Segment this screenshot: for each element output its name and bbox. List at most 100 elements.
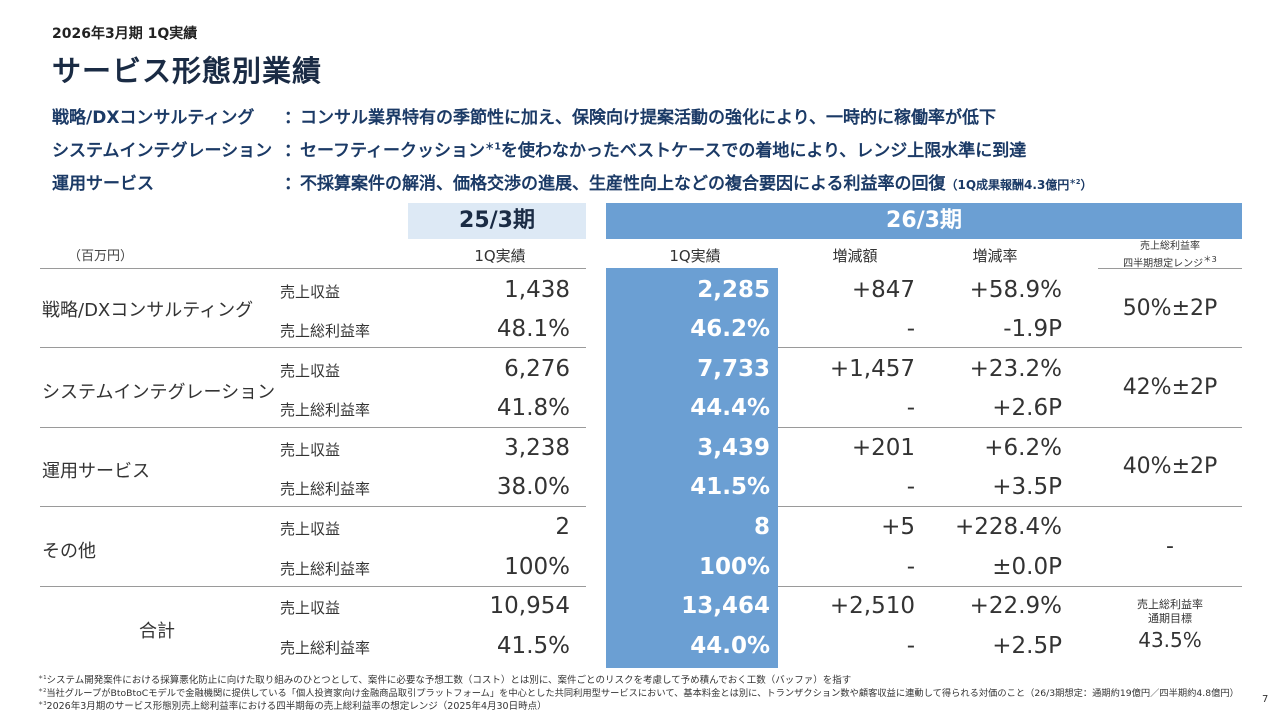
table-divider xyxy=(778,506,1242,507)
change-rate: +6.2% xyxy=(984,435,1062,461)
change-rate: +58.9% xyxy=(969,277,1062,303)
change-rate: +2.6P xyxy=(992,395,1062,421)
change-amount: - xyxy=(906,633,915,659)
fy25-value: 3,238 xyxy=(504,435,570,461)
fy25-value: 41.8% xyxy=(496,395,570,421)
change-amount: - xyxy=(906,474,915,500)
summary-separator: ： xyxy=(284,174,301,194)
fy26-value: 8 xyxy=(753,514,770,540)
summary-line-consulting: 戦略/DXコンサルティング ：コンサル業界特有の季節性に加え、保険向け提案活動の強… xyxy=(52,103,996,128)
metric-label: 売上収益 xyxy=(280,283,341,301)
fy25-value: 48.1% xyxy=(496,316,570,342)
fy26-value: 13,464 xyxy=(681,593,770,619)
segment-label: 運用サービス xyxy=(42,461,150,482)
summary-line-si: システムインテグレーション ：セーフティークッション＊1を使わなかったベストケース… xyxy=(52,136,1026,161)
footnote: ＊1システム開発案件における採算悪化防止に向けた取り組みのひとつとして、案件に必… xyxy=(38,674,852,686)
table-divider xyxy=(1098,268,1242,269)
summary-note: （1Q成果報酬4.3億円＊2） xyxy=(945,178,1093,192)
change-rate: +3.5P xyxy=(992,474,1062,500)
fy26-highlight-column xyxy=(606,268,778,668)
annual-target-label: 売上総利益率 通期目標 xyxy=(1137,598,1203,625)
metric-label: 売上総利益率 xyxy=(280,322,371,340)
fy25-value: 6,276 xyxy=(504,356,570,382)
annual-target-value: 43.5% xyxy=(1138,628,1202,652)
fy26-value: 44.0% xyxy=(690,633,770,659)
footnote: ＊2当社グループがBtoBtoCモデルで金融機関に提供している「個人投資家向け金… xyxy=(38,687,1239,699)
fy26-value: 44.4% xyxy=(690,395,770,421)
margin-range: 42%±2P xyxy=(1122,375,1218,400)
summary-separator: ： xyxy=(284,108,301,128)
fy25-value: 38.0% xyxy=(496,474,570,500)
change-rate: +2.5P xyxy=(992,633,1062,659)
fy25-value: 100% xyxy=(504,554,570,580)
summary-line-operations: 運用サービス ：不採算案件の解消、価格交渉の進展、生産性向上などの複合要因による利… xyxy=(52,169,1093,194)
summary-text: コンサル業界特有の季節性に加え、保険向け提案活動の強化により、一時的に稼働率が低… xyxy=(300,108,996,128)
total-label: 合計 xyxy=(139,621,175,642)
metric-label: 売上総利益率 xyxy=(280,560,371,578)
col-header-fy25-q1: 1Q実績 xyxy=(474,247,526,265)
footnote-ref: ＊1 xyxy=(484,141,501,153)
change-rate: ±0.0P xyxy=(992,554,1062,580)
fy26-value: 100% xyxy=(698,554,770,580)
margin-range: - xyxy=(1166,534,1174,559)
change-rate: +22.9% xyxy=(969,593,1062,619)
summary-text: を使わなかったベストケースでの着地により、レンジ上限水準に到達 xyxy=(500,141,1027,161)
metric-label: 売上収益 xyxy=(280,520,341,538)
page-title: サービス形態別業績 xyxy=(52,54,323,88)
segment-label: 戦略/DXコンサルティング xyxy=(42,300,254,321)
col-header-change-amount: 増減額 xyxy=(832,247,878,265)
change-amount: +201 xyxy=(851,435,915,461)
fy26-header: 26/3期 xyxy=(606,203,1242,239)
metric-label: 売上収益 xyxy=(280,599,341,617)
change-rate: +228.4% xyxy=(955,514,1062,540)
change-rate: -1.9P xyxy=(1003,316,1062,342)
margin-range: 50%±2P xyxy=(1122,296,1218,321)
col-header-margin-range: 売上総利益率 四半期想定レンジ＊3 xyxy=(1123,241,1217,270)
table-divider xyxy=(40,427,586,428)
fy26-value: 3,439 xyxy=(697,435,770,461)
table-divider xyxy=(40,586,586,587)
fy25-header: 25/3期 xyxy=(408,203,586,239)
metric-label: 売上収益 xyxy=(280,441,341,459)
fy26-value: 7,733 xyxy=(697,356,770,382)
col-header-change-rate: 増減率 xyxy=(972,247,1018,265)
summary-text: セーフティークッション xyxy=(300,141,485,161)
change-amount: +847 xyxy=(851,277,915,303)
metric-label: 売上総利益率 xyxy=(280,401,371,419)
summary-label: 運用サービス xyxy=(52,174,154,194)
summary-label: 戦略/DXコンサルティング xyxy=(52,108,255,128)
table-divider xyxy=(40,347,586,348)
footnote: ＊32026年3月期のサービス形態別売上総利益率における四半期毎の売上総利益率の… xyxy=(38,700,547,712)
table-divider xyxy=(40,506,586,507)
summary-separator: ： xyxy=(284,141,301,161)
summary-label: システムインテグレーション xyxy=(52,141,273,161)
change-rate: +23.2% xyxy=(969,356,1062,382)
fy25-value: 2 xyxy=(555,514,570,540)
page-number: 7 xyxy=(1262,694,1269,705)
fy26-value: 2,285 xyxy=(697,277,770,303)
segment-label: システムインテグレーション xyxy=(42,382,276,403)
change-amount: - xyxy=(906,316,915,342)
table-divider xyxy=(40,268,586,269)
col-header-fy26-q1: 1Q実績 xyxy=(669,247,721,265)
margin-range: 40%±2P xyxy=(1122,454,1218,479)
fy26-value: 46.2% xyxy=(690,316,770,342)
metric-label: 売上総利益率 xyxy=(280,639,371,657)
change-amount: - xyxy=(906,554,915,580)
change-amount: - xyxy=(906,395,915,421)
fiscal-period-label: 2026年3月期 1Q実績 xyxy=(52,26,198,42)
fy25-value: 1,438 xyxy=(504,277,570,303)
fy25-value: 10,954 xyxy=(489,593,570,619)
fy26-value: 41.5% xyxy=(690,474,770,500)
summary-text: 不採算案件の解消、価格交渉の進展、生産性向上などの複合要因による利益率の回復 xyxy=(300,174,946,194)
table-divider xyxy=(778,427,1242,428)
fy25-value: 41.5% xyxy=(496,633,570,659)
change-amount: +1,457 xyxy=(829,356,915,382)
metric-label: 売上収益 xyxy=(280,362,341,380)
metric-label: 売上総利益率 xyxy=(280,480,371,498)
change-amount: +5 xyxy=(881,514,915,540)
table-divider xyxy=(778,347,1242,348)
table-divider xyxy=(778,586,1242,587)
change-amount: +2,510 xyxy=(829,593,915,619)
segment-label: その他 xyxy=(42,541,96,562)
